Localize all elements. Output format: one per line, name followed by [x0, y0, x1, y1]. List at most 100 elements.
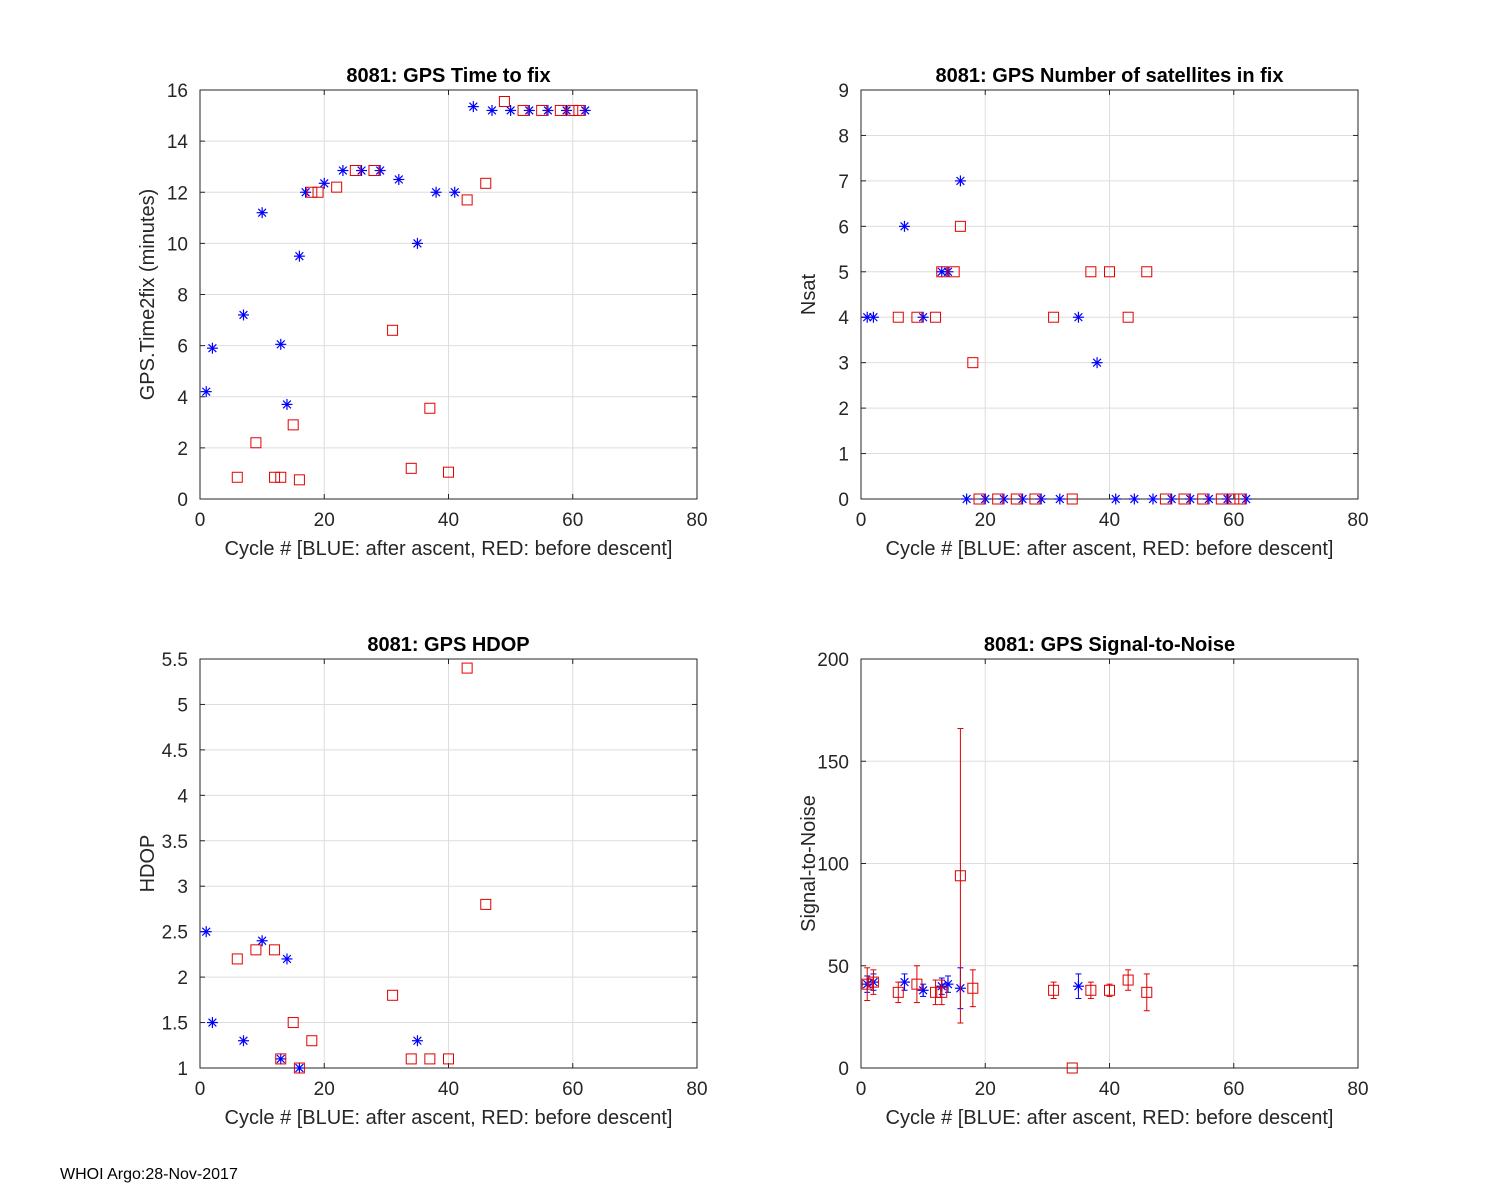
- data-point-square: [498, 96, 510, 108]
- data-point-asterisk: [1072, 980, 1084, 992]
- data-point-asterisk: [206, 1017, 218, 1029]
- y-tick-label: 6: [177, 337, 188, 358]
- data-point-square: [250, 944, 262, 956]
- x-tick-label: 0: [856, 1079, 867, 1100]
- data-point-square: [1234, 493, 1246, 505]
- chart-3: 0 20 40 60 80 1 1.5 2 2.5 3 3.5 4 4.5 5 5.5 8081: GPS H…: [137, 634, 708, 1129]
- series-before-descent: [861, 728, 1153, 1074]
- data-point-square: [443, 1053, 454, 1065]
- data-point-square: [930, 311, 942, 323]
- data-point-square: [269, 944, 281, 956]
- y-tick-label: 100: [817, 855, 849, 876]
- data-point-square: [1122, 974, 1134, 986]
- data-point-square: [567, 104, 579, 116]
- data-point-square: [275, 1053, 287, 1065]
- x-tick-label: 40: [1099, 1079, 1120, 1100]
- data-point-square: [1066, 493, 1078, 505]
- data-point-square: [1066, 1062, 1078, 1074]
- data-point-asterisk: [979, 493, 991, 505]
- data-point-square: [936, 266, 948, 278]
- y-tick-label: 4.5: [162, 741, 188, 762]
- data-point-asterisk: [1166, 493, 1178, 505]
- x-tick-label: 80: [1347, 1079, 1368, 1100]
- x-tick-label: 60: [562, 1079, 583, 1100]
- x-tick-label: 60: [1223, 510, 1244, 531]
- y-tick-label: 1: [177, 1059, 188, 1080]
- x-tick-label: 80: [686, 510, 707, 531]
- data-point-square: [368, 165, 380, 177]
- y-tick-label: 4: [177, 388, 188, 409]
- data-point-square: [461, 194, 473, 206]
- x-axis-label: Cycle # [BLUE: after ascent, RED: before…: [886, 538, 1334, 560]
- x-axis-label: Cycle # [BLUE: after ascent, RED: before…: [886, 1107, 1334, 1129]
- data-point-asterisk: [1184, 493, 1196, 505]
- y-tick-label: 5.5: [162, 650, 188, 671]
- data-point-square: [573, 104, 585, 116]
- data-point-asterisk: [961, 493, 973, 505]
- x-tick-label: 40: [1099, 510, 1120, 531]
- y-tick-label: 9: [838, 81, 849, 102]
- data-point-square: [911, 311, 923, 323]
- chart-title: 8081: GPS Time to fix: [346, 65, 550, 87]
- data-point-asterisk: [1054, 493, 1066, 505]
- data-point-square: [405, 462, 417, 474]
- data-point-square: [1048, 984, 1060, 996]
- data-point-square: [1141, 266, 1153, 278]
- x-tick-label: 80: [686, 1079, 707, 1100]
- data-point-square: [517, 104, 529, 116]
- data-point-square: [954, 220, 966, 232]
- data-point-asterisk: [430, 186, 442, 198]
- data-point-asterisk: [281, 953, 293, 965]
- data-point-asterisk: [1017, 493, 1029, 505]
- data-point-asterisk: [1147, 493, 1159, 505]
- data-point-asterisk: [237, 309, 249, 321]
- x-tick-label: 0: [856, 510, 867, 531]
- y-tick-label: 1: [838, 445, 849, 466]
- data-point-asterisk: [256, 207, 268, 219]
- data-point-square: [992, 493, 1004, 505]
- x-tick-label: 20: [314, 510, 335, 531]
- y-tick-label: 8: [177, 286, 188, 307]
- data-point-asterisk: [579, 104, 591, 116]
- data-point-asterisk: [561, 104, 573, 116]
- data-point-asterisk: [1128, 493, 1140, 505]
- series-before-descent: [892, 220, 1246, 505]
- x-tick-label: 40: [438, 1079, 459, 1100]
- data-point-asterisk: [356, 165, 368, 177]
- data-point-asterisk: [523, 104, 535, 116]
- data-point-square: [349, 165, 361, 177]
- data-point-square: [231, 953, 243, 965]
- data-point-square: [911, 978, 923, 990]
- chart-2: 0 20 40 60 80 0 1 2 3 4 5 6 7 8 9 8081: GPS Number of s…: [798, 65, 1369, 560]
- y-tick-label: 2: [177, 968, 188, 989]
- y-tick-label: 0: [838, 490, 849, 511]
- y-axis-label: HDOP: [137, 835, 159, 893]
- data-point-square: [861, 978, 873, 990]
- data-point-asterisk: [898, 976, 910, 988]
- data-point-square: [306, 186, 318, 198]
- y-tick-label: 7: [838, 172, 849, 193]
- data-point-square: [930, 986, 942, 998]
- data-point-asterisk: [293, 250, 305, 262]
- data-point-square: [461, 662, 473, 674]
- y-tick-label: 4: [838, 308, 849, 329]
- x-tick-label: 20: [975, 1079, 996, 1100]
- data-point-square: [480, 898, 492, 910]
- y-tick-label: 3: [838, 354, 849, 375]
- x-tick-label: 60: [1223, 1079, 1244, 1100]
- data-point-asterisk: [275, 1053, 287, 1065]
- y-tick-label: 6: [838, 217, 849, 238]
- data-point-square: [269, 471, 281, 483]
- data-point-square: [480, 177, 492, 189]
- y-tick-label: 2: [838, 399, 849, 420]
- x-tick-label: 40: [438, 510, 459, 531]
- y-tick-label: 3: [177, 877, 188, 898]
- data-point-asterisk: [411, 1035, 423, 1047]
- chart-title: 8081: GPS Number of satellites in fix: [936, 65, 1284, 87]
- data-point-asterisk: [256, 935, 268, 947]
- data-point-asterisk: [998, 493, 1010, 505]
- data-point-square: [287, 419, 299, 431]
- data-point-square: [1141, 986, 1153, 998]
- y-tick-label: 5: [177, 695, 188, 716]
- chart-4: 0 20 40 60 80 0 50 100 150 200 8081: GPS Signal-to…: [798, 634, 1369, 1129]
